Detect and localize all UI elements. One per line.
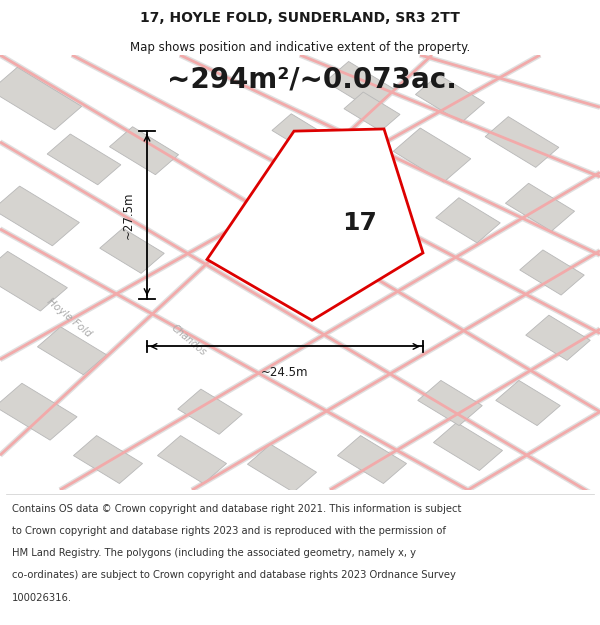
Polygon shape (0, 186, 79, 246)
Polygon shape (47, 134, 121, 185)
Polygon shape (433, 422, 503, 471)
Polygon shape (37, 327, 107, 375)
Text: 17, HOYLE FOLD, SUNDERLAND, SR3 2TT: 17, HOYLE FOLD, SUNDERLAND, SR3 2TT (140, 11, 460, 25)
Text: to Crown copyright and database rights 2023 and is reproduced with the permissio: to Crown copyright and database rights 2… (12, 526, 446, 536)
Polygon shape (393, 128, 471, 182)
Polygon shape (178, 389, 242, 434)
Text: Hoyle Fold: Hoyle Fold (45, 297, 93, 339)
Polygon shape (520, 250, 584, 295)
Polygon shape (0, 68, 82, 130)
Text: ~24.5m: ~24.5m (261, 366, 309, 379)
Polygon shape (0, 383, 77, 440)
Polygon shape (109, 127, 179, 174)
Polygon shape (496, 381, 560, 426)
Polygon shape (344, 92, 400, 131)
Polygon shape (157, 436, 227, 484)
Polygon shape (247, 444, 317, 493)
Text: 100026316.: 100026316. (12, 592, 72, 602)
Polygon shape (415, 74, 485, 122)
Text: 17: 17 (343, 211, 377, 235)
Text: ~294m²/~0.073ac.: ~294m²/~0.073ac. (167, 66, 457, 94)
Text: ~27.5m: ~27.5m (122, 191, 135, 239)
Text: Hoyle Fold: Hoyle Fold (276, 156, 324, 198)
Polygon shape (337, 436, 407, 484)
Text: Map shows position and indicative extent of the property.: Map shows position and indicative extent… (130, 41, 470, 54)
Text: HM Land Registry. The polygons (including the associated geometry, namely x, y: HM Land Registry. The polygons (includin… (12, 548, 416, 558)
Polygon shape (418, 381, 482, 426)
Polygon shape (325, 61, 395, 109)
Polygon shape (100, 228, 164, 273)
Text: Chandos: Chandos (170, 322, 208, 357)
Polygon shape (207, 129, 423, 321)
Polygon shape (505, 183, 575, 231)
Text: Contains OS data © Crown copyright and database right 2021. This information is : Contains OS data © Crown copyright and d… (12, 504, 461, 514)
Polygon shape (485, 117, 559, 168)
Polygon shape (272, 114, 328, 153)
Polygon shape (0, 251, 67, 311)
Polygon shape (436, 198, 500, 243)
Text: co-ordinates) are subject to Crown copyright and database rights 2023 Ordnance S: co-ordinates) are subject to Crown copyr… (12, 571, 456, 581)
Polygon shape (73, 436, 143, 484)
Polygon shape (526, 315, 590, 361)
